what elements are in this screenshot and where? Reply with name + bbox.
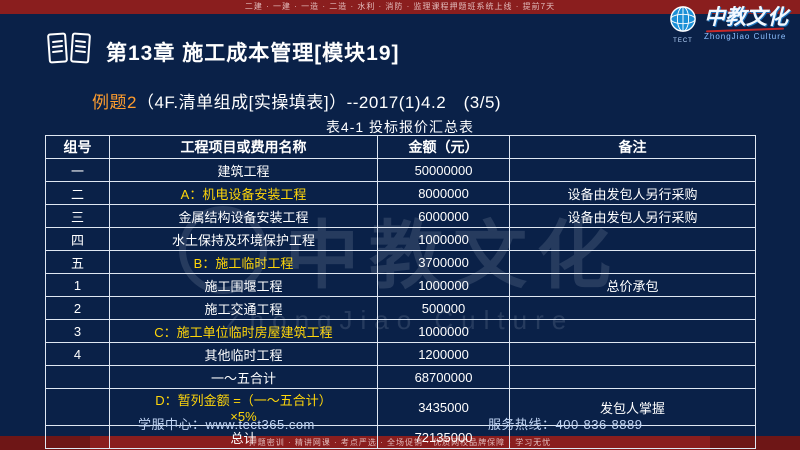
table-row: 一～五合计 68700000: [45, 365, 756, 389]
logo-subtitle: ZhongJiao Culture: [704, 32, 787, 42]
col-header-item-name: 工程项目或费用名称: [109, 135, 378, 159]
cell-group-no: [45, 388, 110, 426]
cell-remark: [509, 250, 756, 274]
cell-amount: 72135000: [377, 425, 510, 449]
cell-remark: [509, 365, 756, 389]
cell-amount: 1000000: [377, 319, 510, 343]
table-row: 3 C：施工单位临时房屋建筑工程 1000000: [45, 319, 756, 343]
cell-amount: 3700000: [377, 250, 510, 274]
table-row: 一建筑工程 50000000: [45, 158, 756, 182]
chapter-header: 第13章 施工成本管理[模块19]: [46, 30, 400, 73]
cell-item-name: A：机电设备安装工程: [109, 181, 378, 205]
cell-item-name: 水土保持及环境保护工程: [109, 227, 378, 251]
cell-group-no: [45, 365, 110, 389]
cell-remark: [509, 342, 756, 366]
brand-logo: TECT 中教文化 ZhongJiao Culture: [669, 5, 788, 44]
cell-item-name: 其他临时工程: [109, 342, 378, 366]
cell-remark: [509, 227, 756, 251]
logo-badge: TECT: [673, 38, 693, 44]
footer-hotline: 服务热线：400-836-8889: [488, 417, 643, 432]
cell-item-name: 施工围堰工程: [109, 273, 378, 297]
cell-group-no: 一: [45, 158, 110, 182]
cell-remark: [509, 296, 756, 320]
cell-amount: 8000000: [377, 181, 510, 205]
table-row: 总计 72135000: [45, 425, 756, 449]
page-title: 第13章 施工成本管理[模块19]: [106, 41, 400, 65]
cell-item-name: 金属结构设备安装工程: [109, 204, 378, 228]
cell-remark: 发包人掌握: [509, 388, 756, 426]
table-row: 2 施工交通工程 500000: [45, 296, 756, 320]
logo-globe-block: TECT: [669, 5, 697, 44]
cell-group-no: [45, 425, 110, 449]
example-tag: 例题2: [92, 93, 137, 112]
table-body: 一建筑工程 50000000 二 A：机电设备安装工程 8000000 设备由发包人另行采…: [45, 158, 756, 449]
cell-group-no: 四: [45, 227, 110, 251]
table-title: 表4-1 投标报价汇总表: [325, 119, 475, 135]
cell-remark: 总价承包: [509, 273, 756, 297]
bid-summary-table: 组号 工程项目或费用名称 金额（元） 备注 一建筑工程 50000000 二 A：机电…: [45, 135, 756, 449]
cell-amount: 50000000: [377, 158, 510, 182]
cell-remark: [509, 425, 756, 449]
col-header-amount: 金额（元）: [377, 135, 510, 159]
globe-icon: [669, 5, 697, 37]
cell-group-no: 4: [45, 342, 110, 366]
cell-item-name: C：施工单位临时房屋建筑工程: [109, 319, 378, 343]
logo-texts: 中教文化 ZhongJiao Culture: [704, 6, 788, 42]
cell-remark: [509, 319, 756, 343]
logo-name: 中教文化: [704, 6, 788, 30]
cell-item-name: 总计: [109, 425, 378, 449]
cell-remark: [509, 158, 756, 182]
cell-group-no: 1: [45, 273, 110, 297]
cell-group-no: 3: [45, 319, 110, 343]
cell-amount: 6000000: [377, 204, 510, 228]
top-marquee: 二建 · 一建 · 一造 · 二造 · 水利 · 消防 · 监理课程押题班系统上…: [0, 0, 800, 14]
cell-amount: 1000000: [377, 227, 510, 251]
cell-remark: 设备由发包人另行采购: [509, 181, 756, 205]
cell-group-no: 五: [45, 250, 110, 274]
book-icon: [46, 30, 92, 73]
table-row: 1 施工围堰工程 1000000 总价承包: [45, 273, 756, 297]
cell-group-no: 2: [45, 296, 110, 320]
cell-amount: 1200000: [377, 342, 510, 366]
cell-remark: 设备由发包人另行采购: [509, 204, 756, 228]
cell-group-no: 三: [45, 204, 110, 228]
cell-group-no: 二: [45, 181, 110, 205]
col-header-remark: 备注: [509, 135, 756, 159]
table-row: 四水土保持及环境保护工程 1000000: [45, 227, 756, 251]
cell-amount: 500000: [377, 296, 510, 320]
table-row: 五 B：施工临时工程 3700000: [45, 250, 756, 274]
cell-item-name: B：施工临时工程: [109, 250, 378, 274]
table-row: 4 其他临时工程 1200000: [45, 342, 756, 366]
footer-service-center: 学服中心：www.tect365.com: [138, 417, 315, 432]
table-header-row: 组号 工程项目或费用名称 金额（元） 备注: [45, 135, 756, 159]
col-header-group-no: 组号: [45, 135, 110, 159]
subtitle-text: （4F.清单组成[实操填表]）--2017(1)4.2 (3/5): [136, 93, 502, 112]
cell-item-name: 施工交通工程: [109, 296, 378, 320]
table-row: 二 A：机电设备安装工程 8000000 设备由发包人另行采购: [45, 181, 756, 205]
subtitle: 例题2（4F.清单组成[实操填表]）--2017(1)4.2 (3/5): [92, 88, 501, 113]
cell-item-name: 建筑工程: [109, 158, 378, 182]
cell-amount: 1000000: [377, 273, 510, 297]
cell-item-name: 一～五合计: [109, 365, 378, 389]
cell-amount: 68700000: [377, 365, 510, 389]
table-row: 三金属结构设备安装工程 6000000 设备由发包人另行采购: [45, 204, 756, 228]
